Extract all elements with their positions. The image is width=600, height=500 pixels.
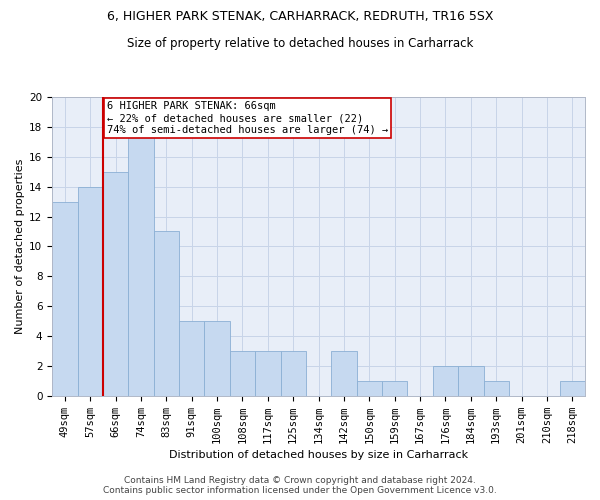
Bar [205, 321, 230, 396]
Text: 6, HIGHER PARK STENAK, CARHARRACK, REDRUTH, TR16 5SX: 6, HIGHER PARK STENAK, CARHARRACK, REDRU… [107, 10, 493, 23]
Bar [356, 381, 382, 396]
Bar [458, 366, 484, 396]
Bar [484, 381, 509, 396]
Text: Size of property relative to detached houses in Carharrack: Size of property relative to detached ho… [127, 38, 473, 51]
Text: 6 HIGHER PARK STENAK: 66sqm
← 22% of detached houses are smaller (22)
74% of sem: 6 HIGHER PARK STENAK: 66sqm ← 22% of det… [107, 102, 388, 134]
Bar [382, 381, 407, 396]
Bar [331, 351, 356, 396]
Text: Contains HM Land Registry data © Crown copyright and database right 2024.
Contai: Contains HM Land Registry data © Crown c… [103, 476, 497, 495]
Bar [281, 351, 306, 396]
Bar [154, 232, 179, 396]
Bar [230, 351, 255, 396]
Bar [433, 366, 458, 396]
Y-axis label: Number of detached properties: Number of detached properties [15, 158, 25, 334]
Bar [179, 321, 205, 396]
Bar [560, 381, 585, 396]
Bar [77, 186, 103, 396]
Bar [128, 127, 154, 396]
Bar [103, 172, 128, 396]
Bar [52, 202, 77, 396]
X-axis label: Distribution of detached houses by size in Carharrack: Distribution of detached houses by size … [169, 450, 468, 460]
Bar [255, 351, 281, 396]
